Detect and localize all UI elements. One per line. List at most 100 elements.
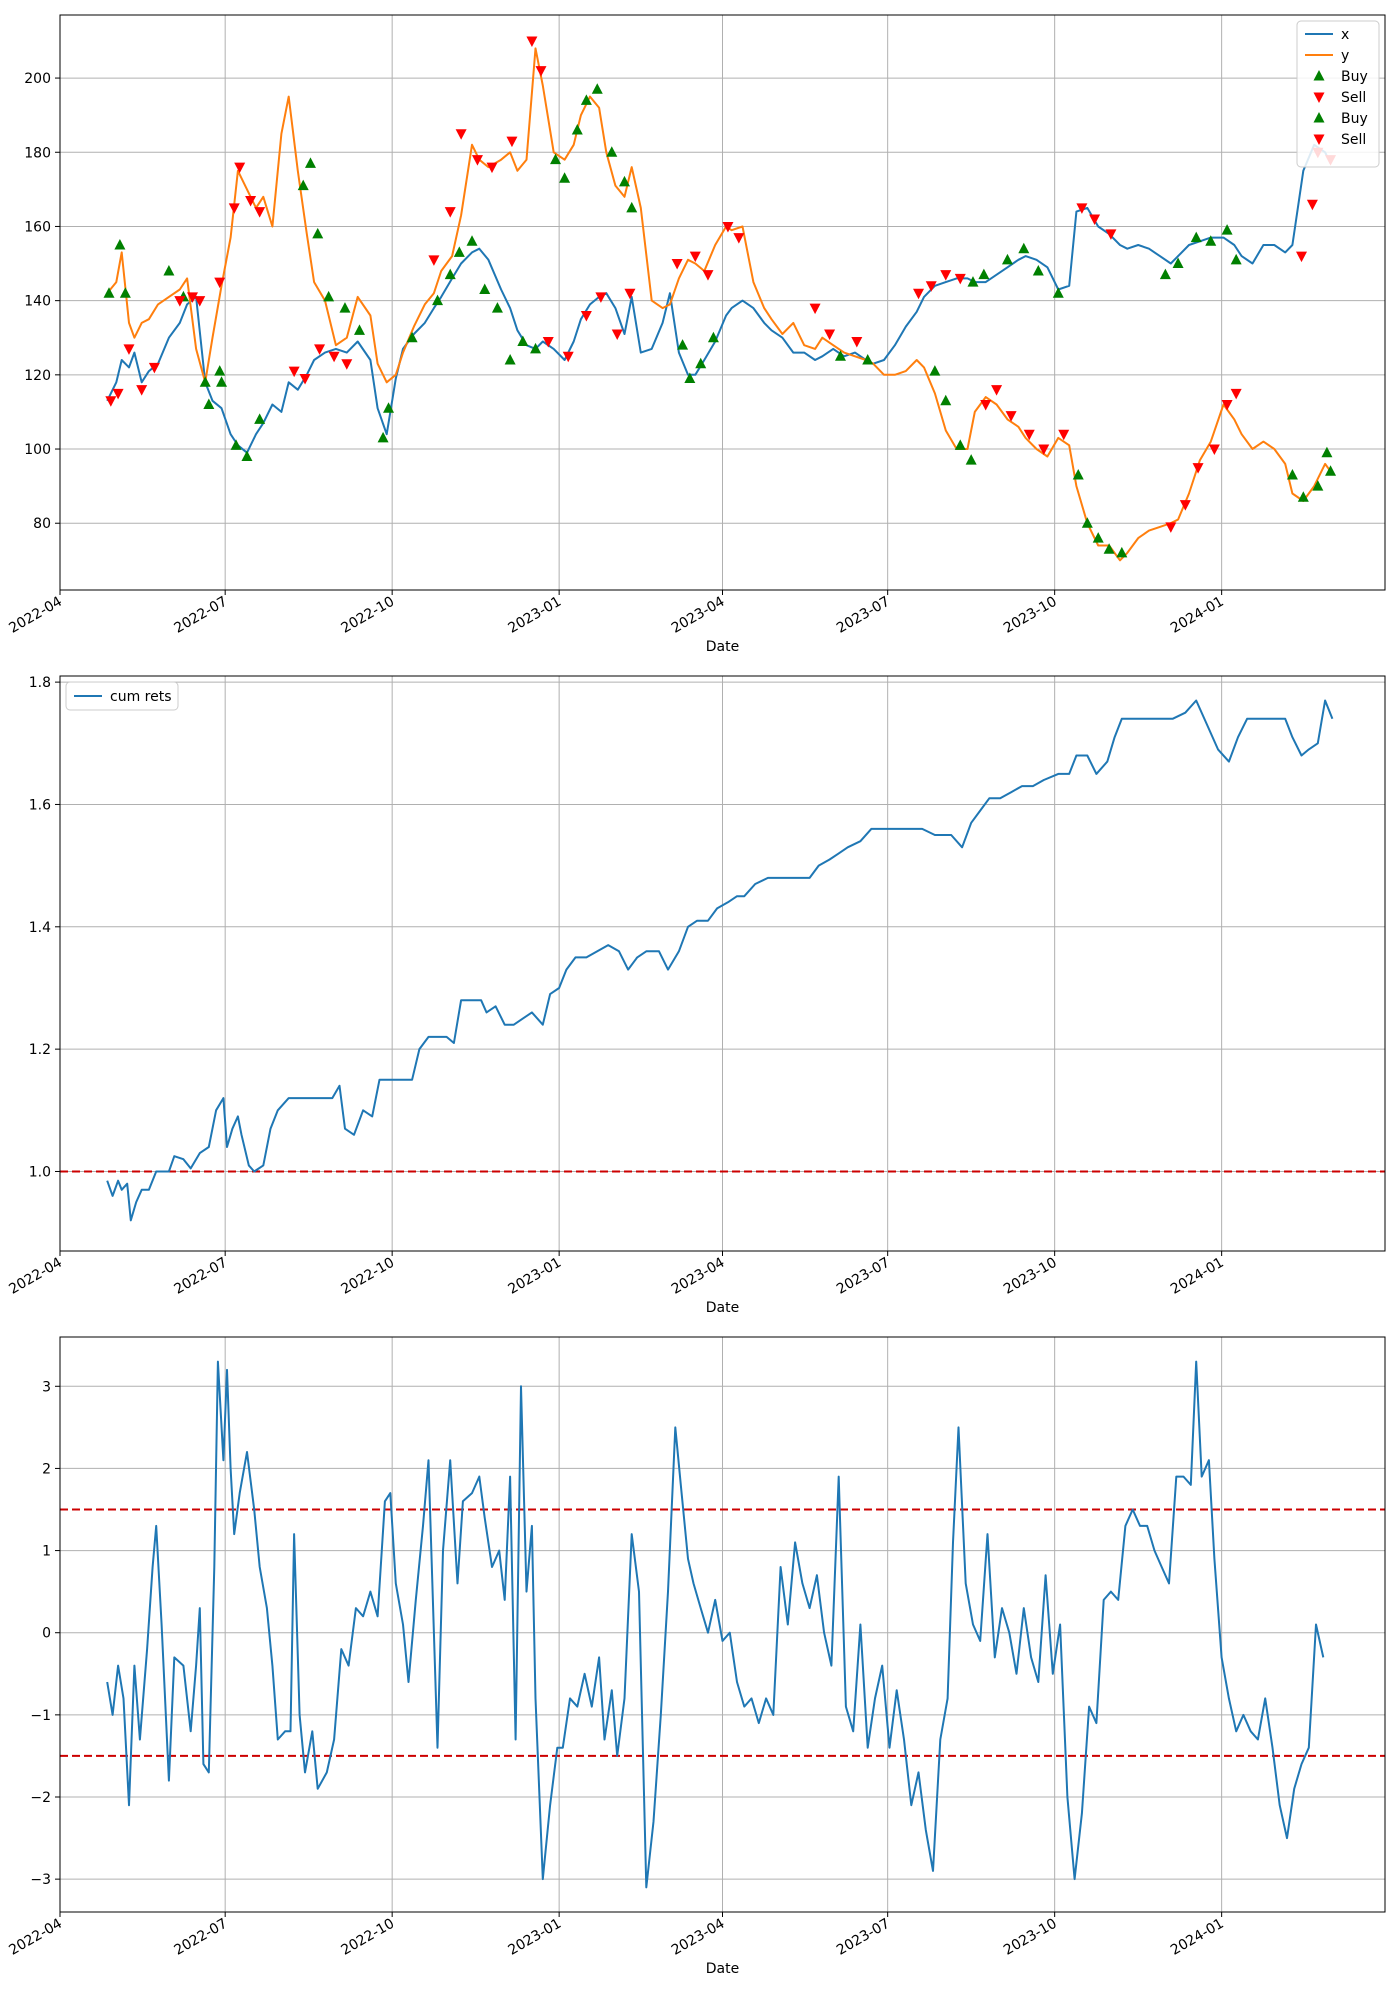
plot-frame (59, 14, 1386, 591)
sell-marker-x (913, 288, 925, 300)
buy-marker-x (491, 302, 503, 313)
sell-marker-y (1208, 444, 1220, 456)
buy-marker-y (954, 439, 966, 450)
sell-marker-x (542, 336, 554, 348)
buy-marker-y (1103, 543, 1115, 554)
sell-marker-x (299, 374, 311, 385)
buy-marker-x (862, 354, 874, 365)
buy-marker-y (339, 302, 351, 313)
x-tick-label: 2023-07 (834, 1916, 893, 1959)
y-tick-label: 120 (24, 368, 51, 384)
series-line-cum-rets (106, 699, 1334, 1222)
buy-marker-y (929, 365, 941, 376)
x-tick-label: 2023-04 (669, 594, 728, 637)
x-tick-label: 2023-01 (505, 1255, 564, 1298)
buy-marker-x (695, 357, 707, 369)
buy-marker-x (1230, 253, 1242, 265)
x-tick-label: 2022-07 (172, 1255, 231, 1298)
plot-frame (59, 1336, 1386, 1913)
sell-marker-y (194, 296, 206, 307)
buy-marker-x (444, 268, 456, 280)
chart-panel-1: 2022-04 2022-07 2022-10 2023-01 2023-04 2023-… (6, 14, 1386, 655)
sell-marker-x (187, 292, 198, 303)
sell-marker-x (328, 351, 340, 363)
buy-marker-x (1221, 224, 1233, 235)
sell-marker-y (234, 162, 246, 174)
buy-marker-x (432, 294, 444, 306)
buy-marker-y (304, 157, 316, 168)
legend-entry: y (1341, 48, 1349, 64)
buy-marker-x (1032, 264, 1044, 276)
buy-marker-x (834, 350, 846, 361)
sell-marker-y (228, 203, 240, 214)
buy-marker-y (1072, 469, 1084, 480)
buy-marker-y (312, 227, 324, 239)
y-tick-label: −1 (30, 1708, 51, 1724)
sell-marker-y (702, 270, 714, 281)
sell-marker-y (245, 195, 257, 207)
legend-entry: x (1341, 27, 1349, 43)
y-tick-label: 80 (33, 516, 51, 532)
buy-marker-x (1159, 268, 1171, 280)
buy-marker-x (1018, 242, 1030, 254)
buy-marker-y (1116, 546, 1128, 558)
sell-marker-y (428, 255, 440, 266)
legend-box (65, 681, 179, 711)
legend-sell-icon (1313, 92, 1325, 103)
sell-marker-y (1058, 429, 1070, 441)
plot-frame (59, 675, 1386, 1252)
sell-marker-x (288, 366, 300, 378)
x-tick-label: 2022-10 (338, 1916, 397, 1959)
buy-marker-y (571, 124, 583, 135)
y-tick-label: 1.8 (29, 675, 51, 691)
x-tick-label: 2023-10 (1001, 1916, 1060, 1959)
buy-marker-x (1052, 287, 1064, 298)
x-tick-label: 2022-07 (172, 1916, 231, 1959)
y-tick-label: 100 (24, 442, 51, 458)
sell-marker-x (940, 270, 952, 281)
sell-marker-y (1221, 400, 1233, 411)
sell-marker-x (112, 388, 124, 400)
x-axis-label: Date (706, 1300, 739, 1316)
sell-marker-x (1076, 203, 1088, 214)
buy-marker-x (1172, 257, 1184, 269)
y-tick-label: −3 (30, 1872, 51, 1888)
x-tick-label: 2022-10 (338, 594, 397, 637)
x-tick-label: 2022-04 (6, 1255, 65, 1298)
buy-marker-y (559, 172, 571, 183)
buy-marker-x (677, 339, 689, 350)
buy-marker-y (1325, 465, 1337, 476)
chart-panel-3: 2022-04 2022-07 2022-10 2023-01 2023-04 2023-… (6, 1336, 1386, 1977)
sell-marker-x (1296, 251, 1308, 263)
buy-marker-x (466, 235, 478, 246)
x-tick-label: 2022-04 (6, 1916, 65, 1959)
sell-marker-y (1038, 444, 1050, 456)
x-tick-label: 2023-07 (834, 1255, 893, 1298)
buy-marker-x (241, 450, 253, 461)
buy-marker-x (978, 268, 990, 280)
x-tick-label: 2022-04 (6, 594, 65, 637)
sell-marker-y (671, 259, 683, 270)
sell-marker-y (689, 251, 701, 263)
sell-marker-y (444, 207, 456, 218)
sell-marker-x (174, 296, 186, 307)
buy-marker-y (1321, 446, 1333, 458)
buy-marker-x (203, 398, 215, 410)
sell-marker-y (254, 207, 266, 218)
y-tick-label: 1.2 (29, 1042, 51, 1058)
sell-marker-x (314, 344, 326, 355)
chart-panel-2: 2022-04 2022-07 2022-10 2023-01 2023-04 2023-… (6, 675, 1386, 1316)
y-tick-label: 1.0 (29, 1164, 51, 1180)
buy-marker-x (1205, 235, 1217, 246)
buy-marker-x (517, 335, 529, 346)
buy-marker-x (254, 413, 266, 424)
sell-marker-y (1179, 500, 1191, 511)
y-tick-label: 1 (42, 1544, 51, 1560)
buy-marker-x (163, 264, 175, 276)
y-tick-label: 200 (24, 71, 51, 87)
sell-marker-x (1089, 214, 1101, 226)
buy-marker-y (214, 365, 226, 376)
x-tick-label: 2023-01 (505, 1916, 564, 1959)
buy-marker-y (591, 83, 603, 94)
